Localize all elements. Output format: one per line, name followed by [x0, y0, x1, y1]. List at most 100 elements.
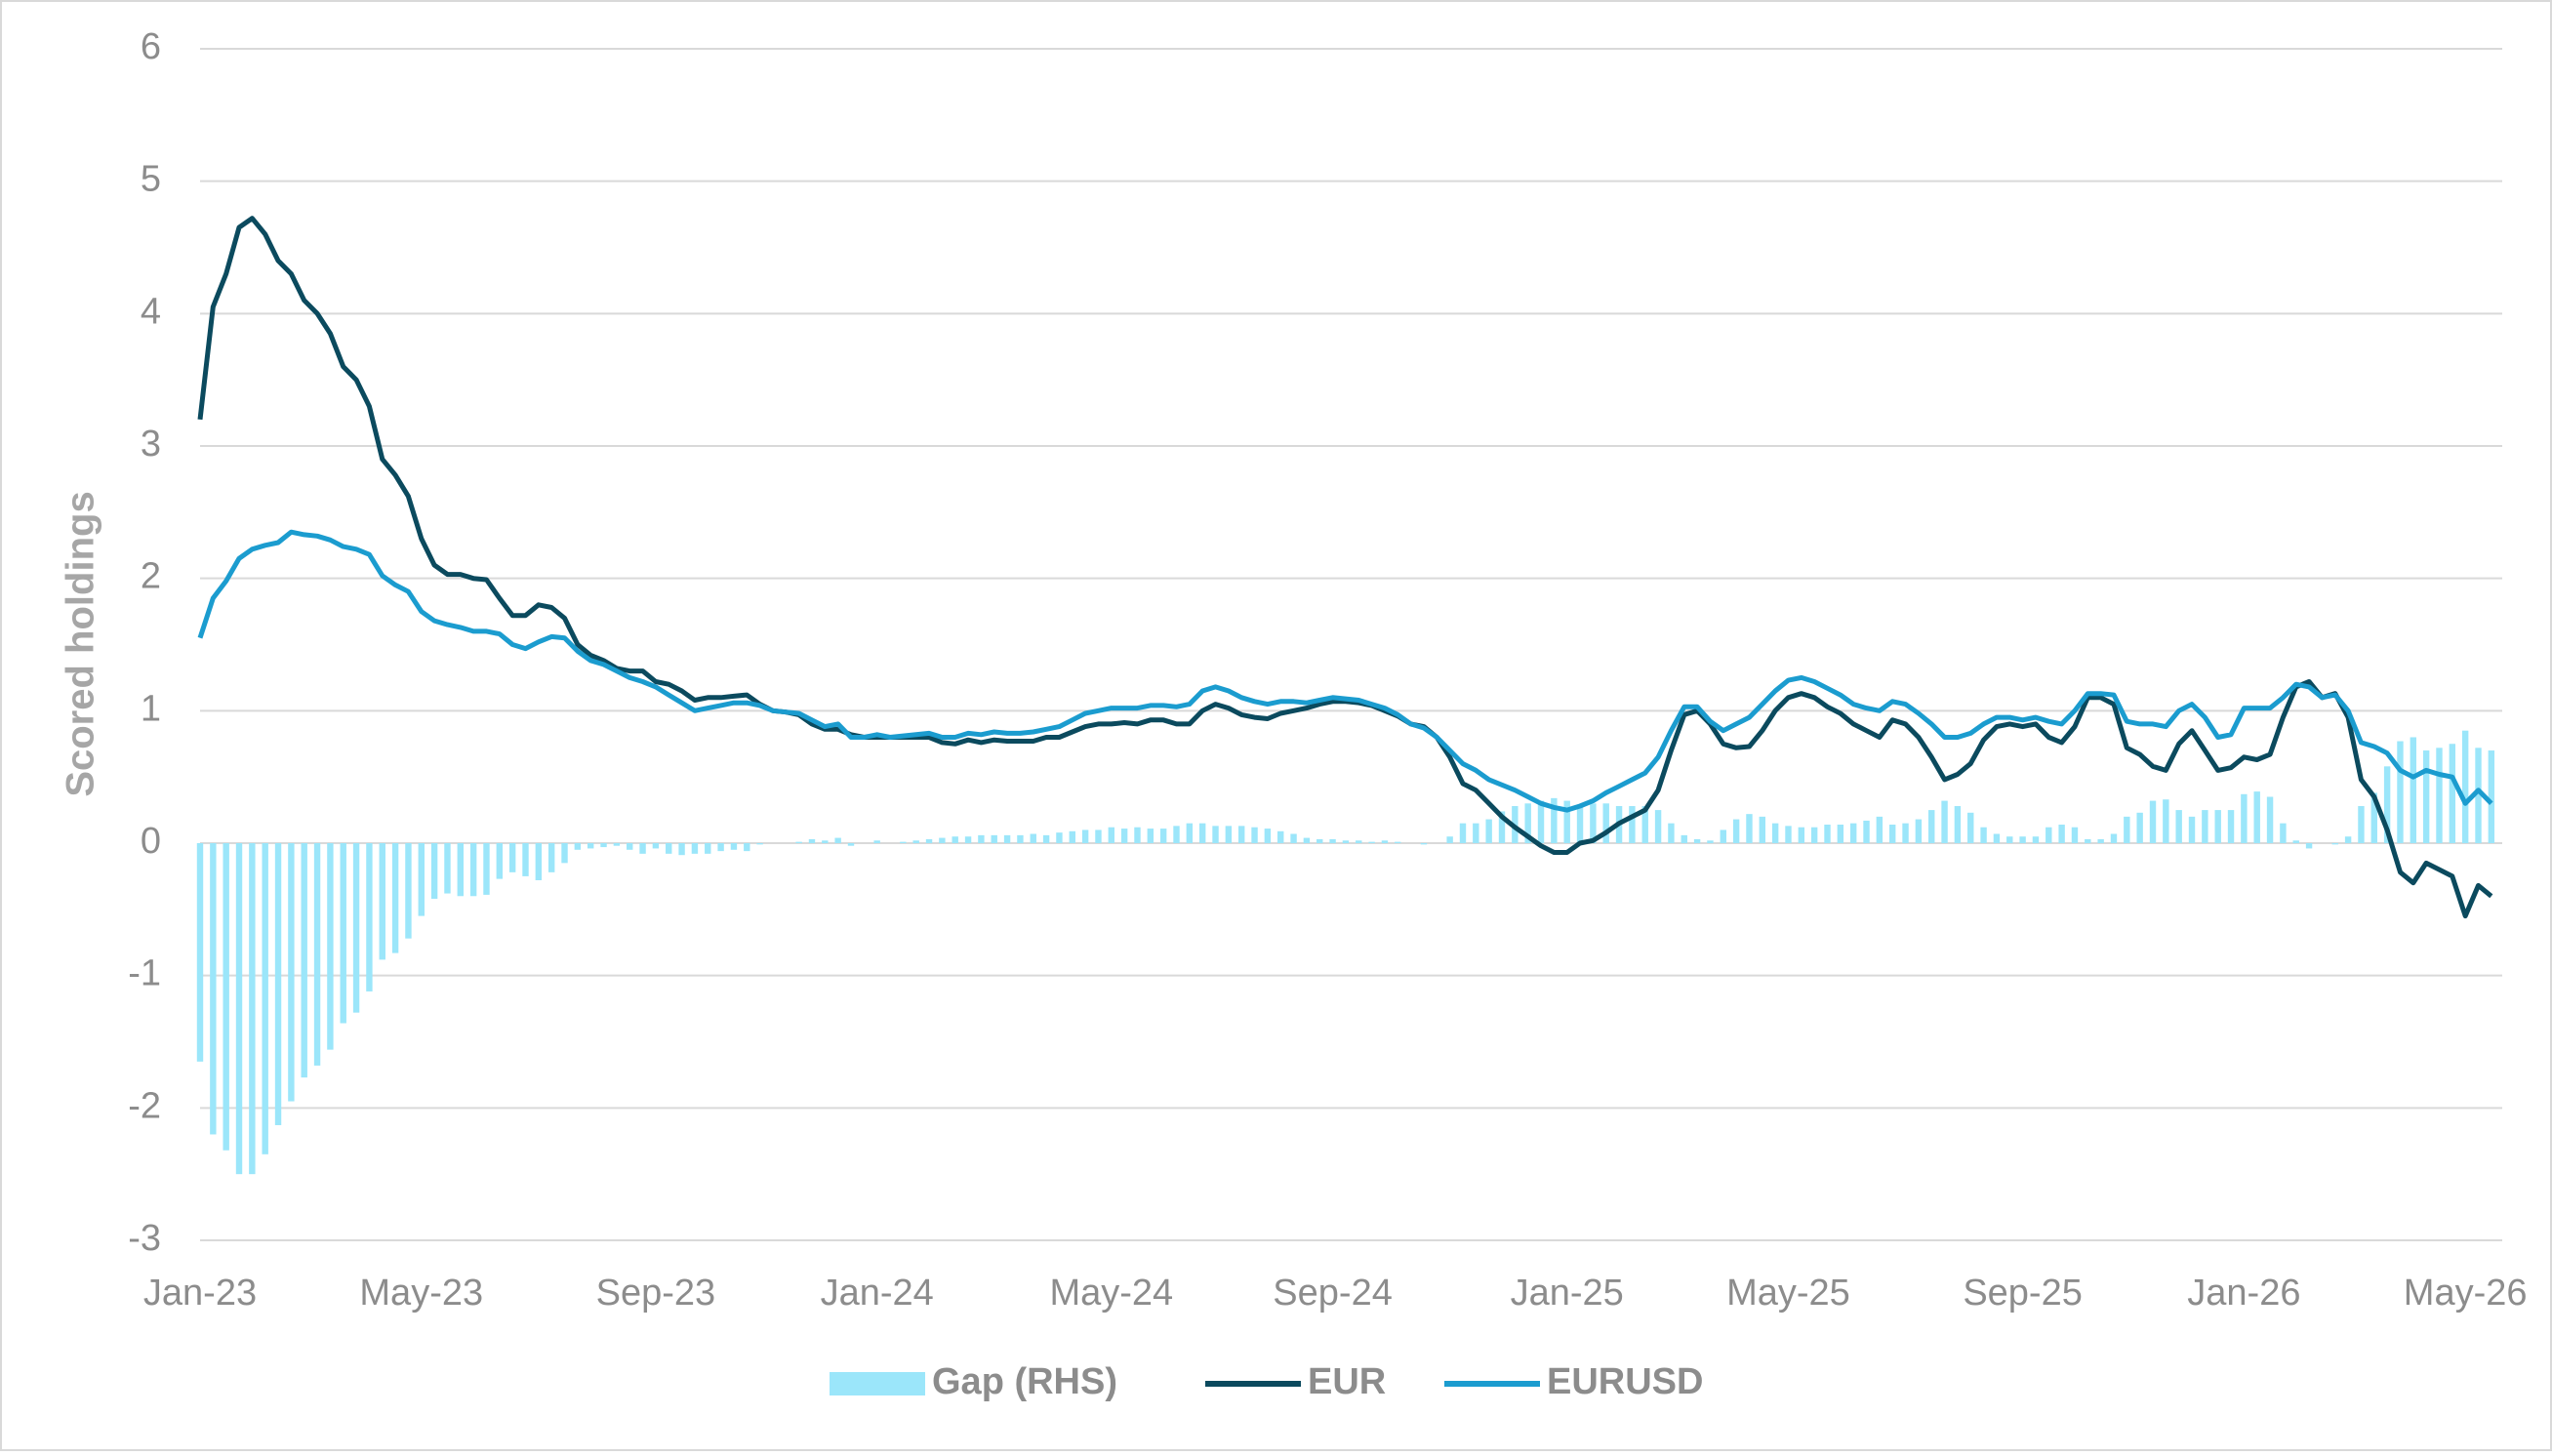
bar [2292, 840, 2299, 843]
bar [900, 841, 907, 843]
bar [2461, 730, 2469, 843]
bar [2071, 827, 2079, 843]
line-series [197, 216, 2493, 919]
x-tick-label: Jan-23 [143, 1273, 257, 1314]
bar [2253, 791, 2260, 843]
y-tick-label: 2 [141, 556, 161, 597]
bar [1810, 827, 1818, 843]
bar [1681, 834, 1687, 843]
bar [991, 834, 997, 843]
bar [639, 843, 646, 854]
bar [2358, 806, 2365, 843]
legend-label: EUR [1308, 1361, 1386, 1402]
bar [2006, 836, 2013, 843]
bar [418, 843, 425, 916]
bar [705, 843, 711, 854]
bar [1459, 823, 1467, 843]
y-tick-label: 6 [141, 26, 161, 67]
bar [730, 843, 738, 850]
bar [1277, 830, 1284, 843]
bar [1108, 827, 1114, 843]
bar [847, 843, 855, 846]
bar [939, 837, 946, 843]
y-tick-label: 5 [141, 159, 161, 200]
bar [1473, 823, 1479, 843]
bar [2149, 800, 2157, 843]
x-tick-label: May-25 [1726, 1273, 1850, 1314]
bar [1849, 823, 1857, 843]
bar [1395, 841, 1401, 843]
bar [925, 838, 933, 843]
bar [210, 843, 217, 1135]
bar [327, 843, 334, 1050]
bar [1693, 838, 1701, 843]
bar [1759, 816, 1765, 843]
bar [1446, 836, 1453, 843]
bar [1186, 823, 1194, 843]
bar [2436, 748, 2443, 843]
bar [288, 843, 295, 1102]
x-tick-label: Jan-25 [1511, 1273, 1624, 1314]
bar [1720, 829, 1726, 843]
x-tick-label: Jan-24 [821, 1273, 934, 1314]
bar [2305, 843, 2313, 849]
bar [1602, 803, 1609, 843]
bar [340, 843, 346, 1024]
bar [444, 843, 451, 894]
bar [1056, 832, 1063, 843]
bar [1771, 823, 1779, 843]
bar [1902, 823, 1909, 843]
bar [2488, 750, 2495, 843]
bar [352, 843, 360, 1013]
bar [1381, 840, 1389, 843]
bar [1212, 826, 1219, 843]
y-tick-label: -3 [128, 1218, 161, 1259]
bar [1264, 829, 1272, 843]
bar [535, 843, 543, 880]
bar [1003, 834, 1011, 843]
bar [952, 836, 958, 843]
bar [508, 843, 516, 872]
bar [2344, 836, 2352, 843]
bar [652, 843, 660, 849]
bar [2227, 810, 2235, 843]
bar [613, 843, 621, 846]
bar [1030, 833, 1036, 843]
bar [2124, 816, 2130, 843]
bar [1837, 825, 1844, 843]
bar [457, 843, 464, 897]
bar [2331, 843, 2338, 845]
bar [1342, 840, 1350, 843]
bar [547, 843, 555, 872]
bar [717, 843, 724, 852]
bar [2410, 737, 2416, 843]
bar [2202, 810, 2208, 843]
bar [1069, 830, 1075, 843]
bar [2214, 810, 2221, 843]
bar [744, 843, 750, 852]
bar [1707, 840, 1714, 843]
bar [795, 841, 802, 843]
bar [1654, 810, 1662, 843]
bar [1173, 826, 1180, 843]
bar [262, 843, 268, 1154]
bar [1198, 823, 1206, 843]
x-tick-label: May-26 [2404, 1273, 2528, 1314]
bar [1563, 800, 1570, 843]
bar [1889, 825, 1896, 843]
bar [1746, 814, 1753, 843]
y-tick-label: 1 [141, 688, 161, 729]
bar [2163, 799, 2169, 843]
bar [301, 843, 307, 1078]
bar [1251, 827, 1258, 843]
x-tick-label: Sep-23 [596, 1273, 716, 1314]
bar [1967, 812, 1974, 843]
bar [1303, 837, 1311, 843]
bar [2397, 741, 2404, 843]
line-series [197, 529, 2493, 813]
bar [912, 840, 919, 843]
bar [1941, 800, 1948, 843]
bar [691, 843, 699, 854]
bar [600, 843, 607, 848]
